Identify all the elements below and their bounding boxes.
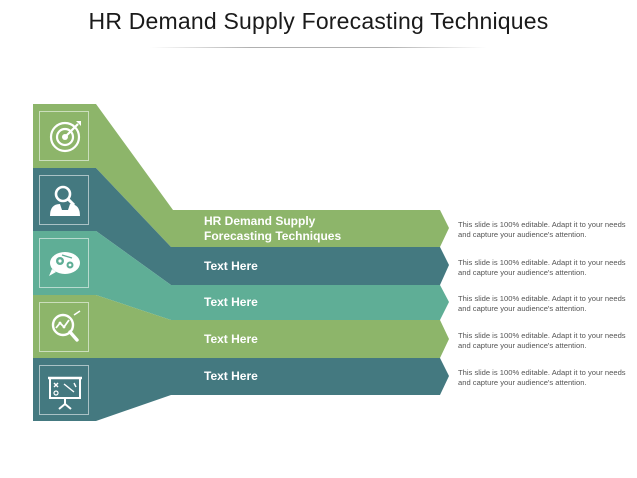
band-3-shape: [33, 231, 449, 320]
page-title: HR Demand Supply Forecasting Techniques: [88, 8, 549, 34]
band-1-shape: [33, 104, 449, 247]
band-4-shape: [33, 295, 449, 358]
band-1-description: This slide is 100% editable. Adapt it to…: [458, 220, 626, 239]
band-1-label: HR Demand Supply Forecasting Techniques: [204, 214, 342, 243]
band-5-description: This slide is 100% editable. Adapt it to…: [458, 368, 626, 387]
band-4-label: Text Here: [204, 332, 258, 346]
presentation-board-icon: [39, 365, 89, 415]
analytics-magnifier-icon: [39, 302, 89, 352]
band-5-shape: [33, 358, 449, 421]
band-2-description: This slide is 100% editable. Adapt it to…: [458, 258, 626, 277]
user-search-icon: [39, 175, 89, 225]
band-2-label: Text Here: [204, 259, 258, 273]
band-3-label: Text Here: [204, 295, 258, 309]
band-3-description: This slide is 100% editable. Adapt it to…: [458, 294, 626, 313]
title-divider: [150, 47, 487, 48]
band-4-description: This slide is 100% editable. Adapt it to…: [458, 331, 626, 350]
band-2-shape: [33, 168, 449, 285]
target-icon: [39, 111, 89, 161]
brain-gears-icon: [39, 238, 89, 288]
band-5-label: Text Here: [204, 369, 258, 383]
